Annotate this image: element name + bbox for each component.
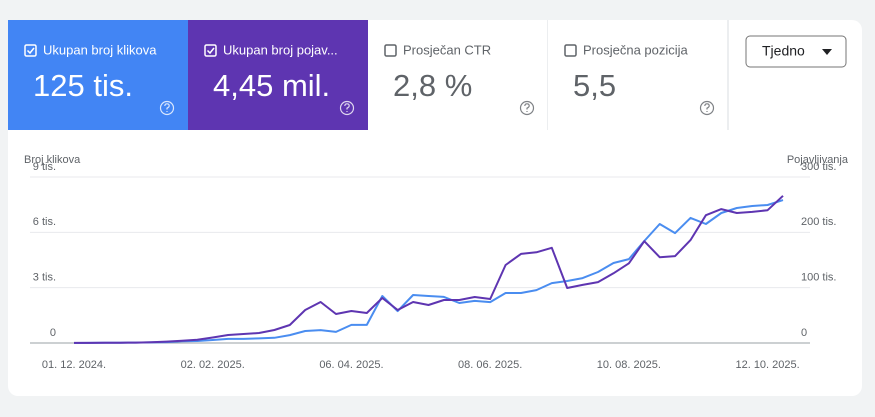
- card-value: 2,8 %: [393, 68, 472, 103]
- card-label: Ukupan broj klikova: [43, 42, 157, 57]
- card-label: Prosječan CTR: [403, 42, 491, 57]
- help-icon-mark: [524, 103, 530, 112]
- help-icon: [159, 100, 175, 116]
- help-icon: [699, 100, 715, 116]
- y2-axis-title: Pojavljivanja: [787, 154, 849, 166]
- card-value: 5,5: [573, 68, 616, 103]
- x-tick-label: 08. 06. 2025.: [458, 359, 522, 371]
- y-axis-title: Broj klikova: [24, 154, 81, 166]
- metric-card[interactable]: [188, 20, 368, 130]
- period-button[interactable]: [745, 35, 847, 68]
- series-line: [74, 195, 784, 344]
- y2-tick-label: 0: [801, 327, 807, 339]
- y-tick-label: 3 tis.: [33, 272, 56, 284]
- y-tick-label: 9 tis.: [33, 161, 56, 173]
- y-tick-label: 6 tis.: [33, 216, 56, 228]
- help-icon-mark: [344, 103, 350, 112]
- y2-tick-label: 100 tis.: [801, 272, 836, 284]
- metric-card[interactable]: [548, 20, 728, 130]
- card-value: 125 tis.: [33, 68, 133, 103]
- checkmark: [26, 47, 35, 55]
- checkbox: [24, 44, 37, 57]
- card-value: 4,45 mil.: [213, 68, 330, 103]
- x-tick-label: 12. 10. 2025.: [735, 359, 799, 371]
- metric-card[interactable]: [368, 20, 548, 130]
- checkbox: [204, 44, 217, 57]
- card-label: Ukupan broj pojav...: [223, 42, 338, 57]
- y2-tick-label: 300 tis.: [801, 161, 836, 173]
- y2-tick-label: 200 tis.: [801, 216, 836, 228]
- y-tick-label: 0: [50, 327, 56, 339]
- help-icon: [339, 100, 355, 116]
- x-tick-label: 02. 02. 2025.: [181, 359, 245, 371]
- help-icon-mark: [164, 103, 170, 112]
- help-icon: [519, 100, 535, 116]
- period-label: Tjedno: [762, 43, 805, 59]
- card-label: Prosječna pozicija: [583, 42, 689, 57]
- x-tick-label: 10. 08. 2025.: [597, 359, 661, 371]
- checkmark: [206, 47, 215, 55]
- metric-card[interactable]: [8, 20, 188, 130]
- checkbox: [384, 44, 397, 57]
- x-tick-label: 01. 12. 2024.: [42, 359, 106, 371]
- x-tick-label: 06. 04. 2025.: [319, 359, 383, 371]
- checkbox: [564, 44, 577, 57]
- help-icon-mark: [704, 103, 710, 112]
- dropdown-arrow: [822, 49, 832, 55]
